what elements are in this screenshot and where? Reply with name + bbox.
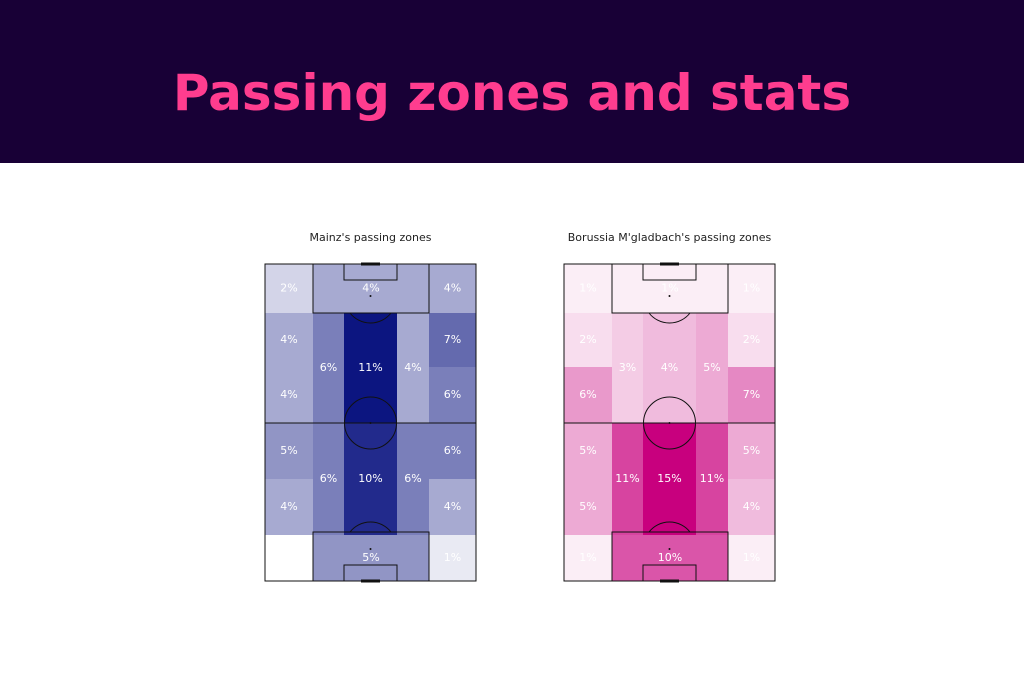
zone bbox=[643, 313, 696, 423]
zone bbox=[313, 423, 344, 535]
zone-label: 7% bbox=[444, 333, 461, 346]
zone-label: 4% bbox=[280, 333, 297, 346]
zone-label: 5% bbox=[743, 444, 760, 457]
zone-label: 11% bbox=[615, 472, 639, 485]
zone-label: 10% bbox=[658, 551, 682, 564]
zone-label: 5% bbox=[362, 551, 379, 564]
zone-label: 5% bbox=[579, 500, 596, 513]
zone bbox=[564, 535, 612, 581]
zone-label: 6% bbox=[579, 388, 596, 401]
zone bbox=[313, 535, 429, 581]
zone bbox=[728, 313, 775, 367]
zone-label: 4% bbox=[444, 500, 461, 513]
zone-label: 6% bbox=[404, 472, 421, 485]
pitch-spot bbox=[369, 548, 372, 550]
zone bbox=[429, 313, 476, 367]
zone bbox=[344, 313, 397, 423]
zone-label: 6% bbox=[320, 472, 337, 485]
zone-label: 5% bbox=[280, 444, 297, 457]
pitch-spot bbox=[668, 548, 671, 550]
pitch-line bbox=[344, 396, 397, 450]
zone bbox=[265, 479, 313, 535]
zone bbox=[397, 423, 429, 535]
zone-label: 0% bbox=[280, 551, 297, 564]
zone-label: 7% bbox=[743, 388, 760, 401]
zone bbox=[429, 423, 476, 479]
pitch-line bbox=[643, 396, 696, 450]
zone bbox=[564, 479, 612, 535]
zone-label: 2% bbox=[579, 333, 596, 346]
pitch-line bbox=[349, 312, 392, 324]
zone-label: 5% bbox=[703, 361, 720, 374]
zone bbox=[429, 367, 476, 423]
zone-label: 4% bbox=[280, 388, 297, 401]
zone-label: 1% bbox=[661, 282, 678, 295]
zone-label: 10% bbox=[358, 472, 382, 485]
chart-title: Mainz's passing zones bbox=[310, 231, 432, 244]
zone-label: 4% bbox=[280, 500, 297, 513]
zone-label: 4% bbox=[743, 500, 760, 513]
zone bbox=[696, 423, 728, 535]
pitch-line bbox=[349, 521, 392, 533]
pitch-spot bbox=[668, 295, 671, 297]
zone-label: 6% bbox=[320, 361, 337, 374]
zone bbox=[728, 535, 775, 581]
zone bbox=[265, 535, 313, 581]
zone-label: 15% bbox=[657, 472, 681, 485]
page-title: Passing zones and stats bbox=[172, 64, 852, 122]
zone bbox=[313, 313, 344, 423]
zone-label: 4% bbox=[661, 361, 678, 374]
zone bbox=[728, 479, 775, 535]
zone-label: 6% bbox=[444, 388, 461, 401]
zone-label: 4% bbox=[404, 361, 421, 374]
zone bbox=[265, 423, 313, 479]
pitch-spot bbox=[369, 422, 372, 424]
zone-label: 2% bbox=[280, 282, 297, 295]
zone-label: 6% bbox=[444, 444, 461, 457]
zone bbox=[564, 367, 612, 423]
zone bbox=[429, 479, 476, 535]
zone-label: 1% bbox=[743, 551, 760, 564]
zone-label: 4% bbox=[362, 282, 379, 295]
pitch-line bbox=[648, 312, 691, 324]
zone-label: 1% bbox=[743, 282, 760, 295]
zone bbox=[564, 264, 612, 313]
zone-label: 11% bbox=[358, 361, 382, 374]
zone bbox=[564, 423, 612, 479]
zone bbox=[265, 264, 313, 313]
zone bbox=[696, 313, 728, 423]
header-band bbox=[0, 0, 1024, 163]
zone bbox=[612, 264, 728, 313]
pitch-spot bbox=[668, 422, 671, 424]
zone bbox=[728, 264, 775, 313]
zone bbox=[612, 535, 728, 581]
zone-label: 1% bbox=[579, 282, 596, 295]
zone bbox=[564, 313, 612, 367]
pitch-line bbox=[648, 521, 691, 533]
zone bbox=[397, 313, 429, 423]
zone-label: 11% bbox=[700, 472, 724, 485]
zone bbox=[728, 367, 775, 423]
zone-label: 1% bbox=[444, 551, 461, 564]
zone bbox=[313, 264, 429, 313]
chart-title: Borussia M'gladbach's passing zones bbox=[568, 231, 772, 244]
zone bbox=[429, 264, 476, 313]
zone-label: 1% bbox=[579, 551, 596, 564]
zone bbox=[265, 367, 313, 423]
zone-label: 2% bbox=[743, 333, 760, 346]
pitch-spot bbox=[369, 295, 372, 297]
zone-label: 4% bbox=[444, 282, 461, 295]
zone bbox=[429, 535, 476, 581]
zone bbox=[265, 313, 313, 367]
zone bbox=[612, 423, 643, 535]
zone-label: 3% bbox=[619, 361, 636, 374]
zone-label: 5% bbox=[579, 444, 596, 457]
zone bbox=[612, 313, 643, 423]
zone bbox=[728, 423, 775, 479]
